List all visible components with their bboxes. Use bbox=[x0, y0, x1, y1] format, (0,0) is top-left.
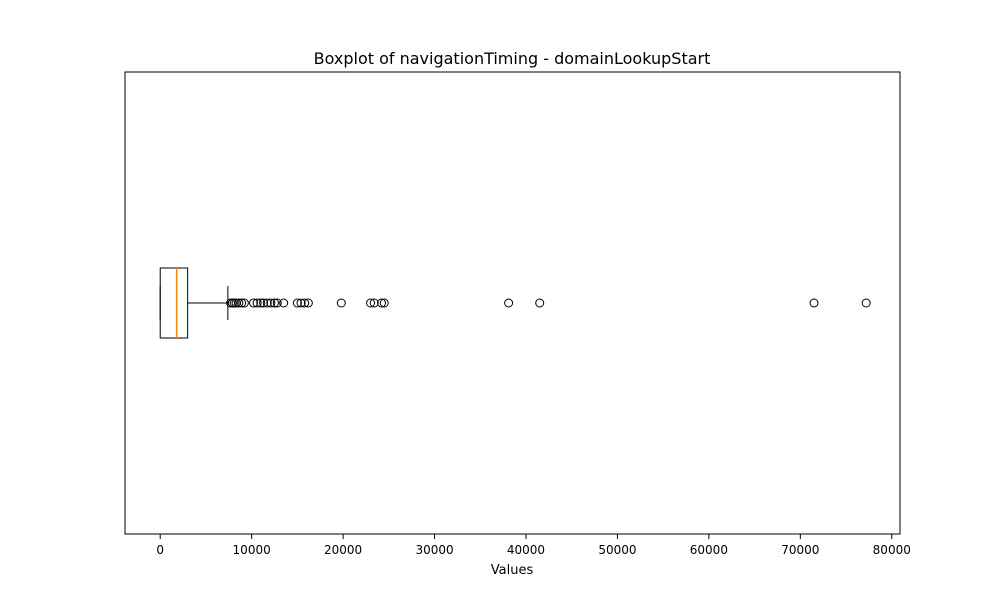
outlier-point bbox=[296, 298, 306, 308]
x-tick-label: 70000 bbox=[781, 543, 819, 557]
outlier-point bbox=[379, 298, 389, 308]
outlier-point bbox=[369, 298, 379, 308]
outlier-point bbox=[377, 298, 387, 308]
outlier-point bbox=[292, 298, 302, 308]
x-tick-label: 10000 bbox=[233, 543, 271, 557]
outlier-point bbox=[237, 298, 247, 308]
outlier-point bbox=[259, 298, 269, 308]
outlier-point bbox=[234, 298, 244, 308]
outlier-point bbox=[300, 298, 310, 308]
outlier-point bbox=[861, 298, 871, 308]
chart-title: Boxplot of navigationTiming - domainLook… bbox=[314, 49, 711, 68]
outlier-point bbox=[239, 298, 249, 308]
outlier-point bbox=[809, 298, 819, 308]
outlier-point bbox=[256, 298, 266, 308]
x-axis-label: Values bbox=[491, 563, 534, 578]
x-tick-label: 20000 bbox=[324, 543, 362, 557]
chart-marks bbox=[159, 267, 871, 339]
outlier-point bbox=[272, 298, 282, 308]
outlier-point bbox=[248, 298, 258, 308]
x-tick-label: 80000 bbox=[873, 543, 911, 557]
x-tick-label: 40000 bbox=[507, 543, 545, 557]
outlier-point bbox=[366, 298, 376, 308]
outlier-point bbox=[252, 298, 262, 308]
x-tick-label: 0 bbox=[156, 543, 164, 557]
outlier-point bbox=[270, 298, 280, 308]
outlier-point bbox=[262, 298, 272, 308]
outlier-point bbox=[279, 298, 289, 308]
x-tick-label: 50000 bbox=[598, 543, 636, 557]
box-iqr bbox=[159, 267, 189, 339]
outlier-point bbox=[535, 298, 545, 308]
outlier-point bbox=[504, 298, 514, 308]
outlier-point bbox=[336, 298, 346, 308]
plot-area bbox=[124, 71, 901, 535]
x-tick-label: 60000 bbox=[690, 543, 728, 557]
outlier-point bbox=[266, 298, 276, 308]
x-axis: 0 10000 20000 30000 40000 50000 60000 70000 8000… bbox=[156, 534, 911, 557]
x-tick-label: 30000 bbox=[415, 543, 453, 557]
outlier-point bbox=[303, 298, 313, 308]
